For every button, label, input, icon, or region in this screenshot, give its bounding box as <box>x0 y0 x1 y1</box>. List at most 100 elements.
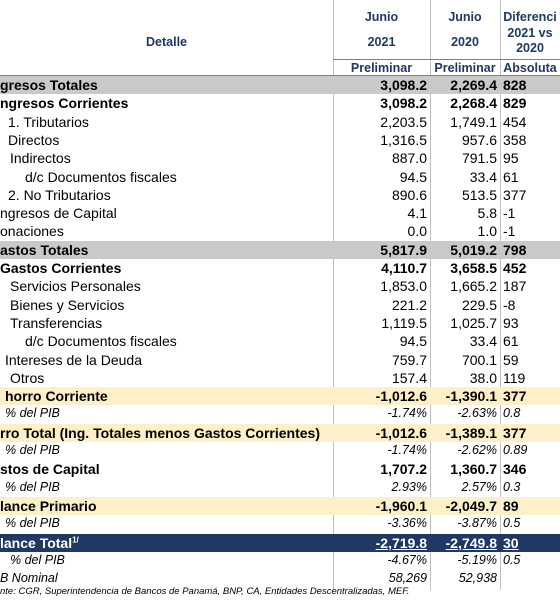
table-row: % del PIB 2.93% 2.57% 0.3 <box>0 479 560 497</box>
cell: 1,853.0 <box>380 278 427 295</box>
table-row: rro Total (Ing. Totales menos Gastos Cor… <box>0 423 560 442</box>
cell: 377 <box>503 424 527 441</box>
column-header: Junio <box>364 10 399 24</box>
row-label: gresos Totales <box>0 77 98 93</box>
cell: 828 <box>503 77 527 93</box>
cell: 358 <box>503 131 527 148</box>
row-label: ngresos Corrientes <box>0 95 129 112</box>
cell: 52,938 <box>458 571 497 586</box>
table-row: ngresos Corrientes 3,098.2 2,268.4 829 <box>0 94 560 112</box>
row-label: lance Primario <box>0 497 97 514</box>
cell: 0.3 <box>503 479 521 494</box>
cell: 119 <box>503 369 526 386</box>
cell: 1,665.2 <box>450 278 497 295</box>
cell: 95 <box>503 150 519 167</box>
table-row: lance Total1/ -2,719.8 -2,749.8 30 <box>0 533 560 552</box>
cell: 1,707.2 <box>380 461 427 478</box>
col-sep <box>333 0 334 590</box>
row-label: Indirectos <box>10 150 71 167</box>
cell: -8 <box>503 296 516 313</box>
table-row: d/c Documentos fiscales 94.5 33.4 61 <box>0 332 560 350</box>
cell: 829 <box>503 95 527 112</box>
table-row: Gastos Corrientes 4,110.7 3,658.5 452 <box>0 259 560 277</box>
cell: 887.0 <box>391 150 427 167</box>
cell: 5,019.2 <box>450 241 497 258</box>
cell: 377 <box>503 388 527 405</box>
row-label: B Nominal <box>0 571 58 586</box>
table-row: % del PIB -3.36% -3.87% 0.5 <box>0 515 560 533</box>
table-row: % del PIB -1.74% -2.62% 0.89 <box>0 442 560 460</box>
footnote: nte: CGR, Superintendencia de Bancos de … <box>0 586 410 597</box>
cell: 61 <box>503 333 519 350</box>
table-row: ngresos de Capital 4.1 5.8 -1 <box>0 204 560 222</box>
cell: 4.1 <box>407 205 427 222</box>
cell: 0.0 <box>407 223 427 240</box>
cell: 58,269 <box>388 571 427 586</box>
cell: 3,098.2 <box>380 95 427 112</box>
column-header: 2020 <box>516 41 544 55</box>
row-label: Bienes y Servicios <box>10 296 125 313</box>
table-row: stos de Capital 1,707.2 1,360.7 346 <box>0 460 560 478</box>
cell: 4,110.7 <box>381 260 427 276</box>
cell: 157.4 <box>391 369 427 386</box>
cell: 3,098.2 <box>380 77 427 93</box>
row-label: onaciones <box>0 223 64 240</box>
row-label: Transferencias <box>10 314 103 331</box>
cell: 30 <box>503 534 519 551</box>
row-label: % del PIB <box>5 443 60 457</box>
table-row: 2. No Tributarios 890.6 513.5 377 <box>0 186 560 204</box>
cell: -5.19% <box>457 552 497 567</box>
table-row: % del PIB -1.74% -2.63% 0.8 <box>0 405 560 423</box>
cell: 2,269.4 <box>450 77 497 93</box>
header-rule <box>0 75 560 76</box>
table-row: Directos 1,316.5 957.6 358 <box>0 131 560 149</box>
table-row: Servicios Personales 1,853.0 1,665.2 187 <box>0 277 560 295</box>
header-rule <box>333 59 560 60</box>
cell: 1,749.1 <box>450 113 497 130</box>
column-subheader: Preliminar <box>350 61 413 75</box>
cell: 3,658.5 <box>450 260 497 276</box>
cell: -1 <box>503 223 516 240</box>
cell: -1.74% <box>387 406 427 421</box>
column-header: Diferenci <box>503 10 557 24</box>
cell: 2.93% <box>391 479 427 494</box>
cell: 957.6 <box>461 131 497 148</box>
row-label: Servicios Personales <box>10 278 141 295</box>
cell: -1,012.6 <box>375 388 427 405</box>
row-label: rro Total (Ing. Totales menos Gastos Cor… <box>0 424 320 441</box>
table-row: Bienes y Servicios 221.2 229.5 -8 <box>0 296 560 314</box>
detail-header: Detalle <box>146 35 187 49</box>
cell: -1.74% <box>387 443 427 457</box>
column-header: Junio <box>448 10 482 24</box>
row-label: d/c Documentos fiscales <box>25 333 177 350</box>
cell: 229.5 <box>461 296 497 313</box>
table-row: B Nominal 58,269 52,938 <box>0 570 560 588</box>
row-label: Intereses de la Deuda <box>5 351 142 368</box>
cell: 346 <box>503 461 527 478</box>
cell: 33.4 <box>469 168 497 185</box>
cell: 94.5 <box>399 333 427 350</box>
table-row: Indirectos 887.0 791.5 95 <box>0 149 560 167</box>
cell: 1,316.5 <box>380 131 427 148</box>
note-mark: 1/ <box>72 534 79 544</box>
column-header: 2021 vs <box>507 26 553 40</box>
cell: 93 <box>503 314 519 331</box>
table-row: 1. Tributarios 2,203.5 1,749.1 454 <box>0 113 560 131</box>
cell: 33.4 <box>469 333 497 350</box>
row-label: Gastos Corrientes <box>0 260 122 276</box>
table-row: % del PIB -4.67% -5.19% 0.5 <box>0 552 560 570</box>
cell: -1,389.1 <box>445 424 497 441</box>
cell: 700.1 <box>461 351 497 368</box>
table-row: Intereses de la Deuda 759.7 700.1 59 <box>0 351 560 369</box>
cell: 89 <box>503 497 519 514</box>
row-label: Directos <box>8 131 60 148</box>
column-header: 2021 <box>367 35 396 49</box>
cell: 454 <box>503 113 527 130</box>
cell: 1,119.5 <box>381 314 427 331</box>
column-subheader: Preliminar <box>434 61 496 75</box>
column-header: 2020 <box>451 35 479 49</box>
cell: -1 <box>503 205 516 222</box>
row-label: Otros <box>10 369 45 386</box>
table-row: lance Primario -1,960.1 -2,049.7 89 <box>0 496 560 515</box>
